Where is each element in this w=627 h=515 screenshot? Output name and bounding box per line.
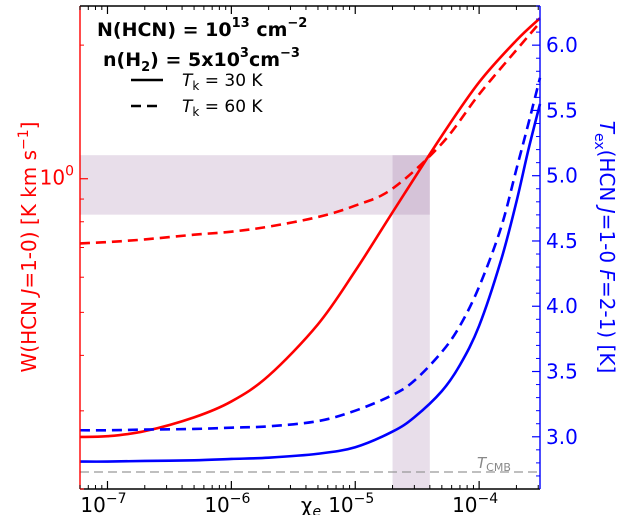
series-right-dashed <box>79 77 542 432</box>
legend-label-solid: Tk = 30 K <box>182 71 263 93</box>
x-tick-label: 10−7 <box>80 491 126 515</box>
y-right-tick-label: 4.5 <box>546 229 578 253</box>
title-line-1: N(HCN) = 1013 cm−2 <box>97 16 307 41</box>
x-tick-label: 10−5 <box>328 491 374 515</box>
x-tick-label: 10−6 <box>204 491 250 515</box>
series-lines <box>79 17 542 463</box>
y-right-tick-label: 3.5 <box>546 360 578 384</box>
legend-label-dashed: Tk = 60 K <box>182 97 263 119</box>
y-right-tick-label: 4.0 <box>546 294 578 318</box>
shaded-regions <box>80 155 430 489</box>
series-left-dashed <box>79 21 541 245</box>
x-axis-label: χe <box>301 493 321 515</box>
axes <box>79 5 541 490</box>
series-right-solid <box>79 103 542 463</box>
axis-labels: χe W(HCN J=1-0) [K km s−1] Tex(HCN J=1-0 F… <box>16 121 619 515</box>
series-left-solid <box>79 17 541 439</box>
y-left-tick-label: 100 <box>40 164 74 190</box>
shaded-band-horizontal <box>80 155 430 215</box>
ticks: 10−7 10−6 10−5 10−4 100 3.0 3.5 4.0 4.5 5.0 5.5 6.0 <box>40 5 578 515</box>
tcmb-label: TCMB <box>477 454 511 474</box>
y-right-tick-label: 3.0 <box>546 425 578 449</box>
shaded-band-vertical <box>392 155 430 489</box>
legend: Tk = 30 K Tk = 60 K <box>131 71 263 119</box>
title-line-2: n(H2) = 5x103cm−3 <box>103 46 300 75</box>
y-right-tick-label: 6.0 <box>546 33 578 57</box>
y-right-axis-label: Tex(HCN J=1-0 F=2-1) [K] <box>591 121 619 374</box>
y-right-tick-label: 5.5 <box>546 98 578 122</box>
x-tick-label: 10−4 <box>452 491 498 515</box>
chart-title: N(HCN) = 1013 cm−2 n(H2) = 5x103cm−3 <box>97 16 307 75</box>
y-right-tick-label: 5.0 <box>546 164 578 188</box>
y-left-axis-label: W(HCN J=1-0) [K km s−1] <box>16 122 41 373</box>
